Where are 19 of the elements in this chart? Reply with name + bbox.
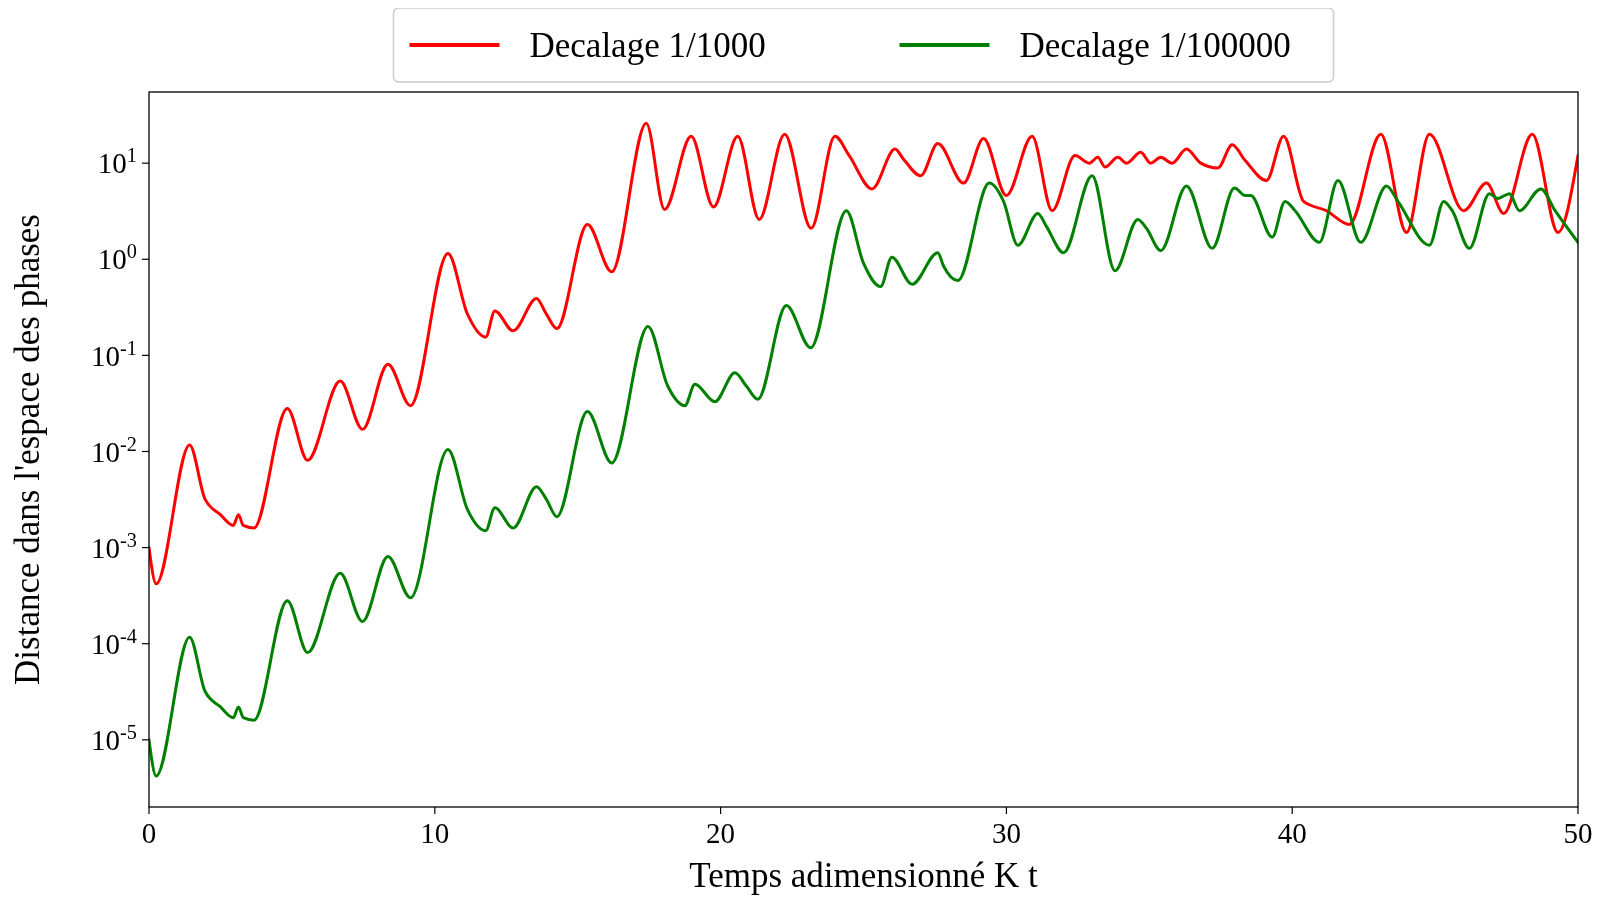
x-tick-label: 10: [420, 817, 450, 849]
line-series: [149, 174, 1578, 778]
y-tick-label: 10$^{-2}$: [91, 432, 137, 468]
x-tick-label: 20: [706, 817, 736, 849]
legend-label: Decalage 1/1000: [529, 26, 766, 66]
y-tick-label: 10$^{-3}$: [91, 528, 137, 564]
x-tick-label: 0: [141, 817, 157, 849]
legend-label: Decalage 1/100000: [1019, 26, 1291, 66]
y-tick-label: 10$^{-1}$: [91, 336, 137, 372]
x-tick-label: 50: [1563, 817, 1593, 849]
y-axis-title: Distance dans l'espace des phases: [8, 214, 47, 685]
line-series: [149, 121, 1578, 586]
x-tick-label: 40: [1277, 817, 1307, 849]
y-tick-label: 10$^{-4}$: [91, 624, 137, 660]
x-tick-label: 30: [991, 817, 1021, 849]
y-tick-label: 10$^{0}$: [97, 240, 137, 276]
x-axis-title: Temps adimensionné K t: [689, 856, 1038, 895]
y-tick-label: 10$^{1}$: [97, 144, 137, 180]
y-tick-label: 10$^{-5}$: [91, 720, 137, 756]
